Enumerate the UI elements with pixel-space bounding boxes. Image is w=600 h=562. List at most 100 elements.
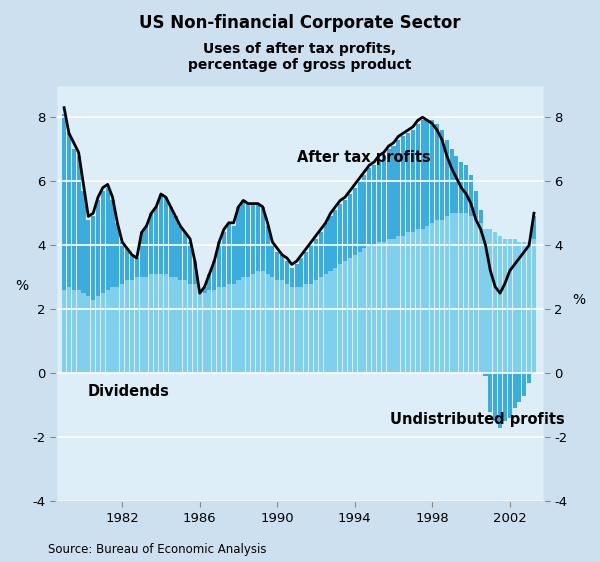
Bar xyxy=(251,274,255,373)
Text: US Non-financial Corporate Sector: US Non-financial Corporate Sector xyxy=(139,14,461,32)
Bar xyxy=(280,280,284,373)
Bar xyxy=(343,201,347,261)
Bar xyxy=(377,242,381,373)
Text: Undistributed profits: Undistributed profits xyxy=(389,413,565,427)
Bar xyxy=(319,277,323,373)
Bar xyxy=(260,271,265,373)
Bar xyxy=(212,261,216,290)
Bar xyxy=(159,194,163,274)
Bar xyxy=(256,203,260,271)
Bar xyxy=(484,373,488,377)
Bar xyxy=(290,268,294,287)
Bar xyxy=(193,261,197,284)
Bar xyxy=(440,220,444,373)
Bar xyxy=(169,277,173,373)
Bar xyxy=(285,284,289,373)
Bar xyxy=(474,220,478,373)
Bar xyxy=(386,149,391,239)
Bar xyxy=(232,226,236,284)
Bar xyxy=(241,277,245,373)
Bar xyxy=(459,213,463,373)
Bar xyxy=(96,296,100,373)
Bar xyxy=(377,159,381,242)
Text: Dividends: Dividends xyxy=(88,383,169,398)
Bar xyxy=(338,264,342,373)
Bar xyxy=(391,239,395,373)
Bar xyxy=(188,242,192,284)
Bar xyxy=(266,274,269,373)
Bar xyxy=(82,191,86,293)
Bar xyxy=(503,373,507,421)
Bar xyxy=(173,216,178,277)
Bar xyxy=(406,233,410,373)
Bar xyxy=(449,213,454,373)
Bar xyxy=(304,252,308,284)
Bar xyxy=(309,245,313,284)
Bar xyxy=(217,242,221,287)
Bar xyxy=(106,290,110,373)
Bar xyxy=(416,229,420,373)
Bar xyxy=(232,284,236,373)
Bar xyxy=(464,165,468,213)
Bar xyxy=(522,242,526,373)
Bar xyxy=(290,287,294,373)
Bar xyxy=(391,146,395,239)
Bar xyxy=(135,277,139,373)
Bar xyxy=(314,280,318,373)
Bar xyxy=(430,223,434,373)
Bar xyxy=(454,156,458,213)
Bar xyxy=(493,233,497,373)
Bar xyxy=(498,373,502,428)
Bar xyxy=(266,226,269,274)
Bar xyxy=(159,274,163,373)
Bar xyxy=(241,201,245,277)
Bar xyxy=(130,280,134,373)
Bar xyxy=(275,252,279,280)
Bar xyxy=(445,139,449,216)
Bar xyxy=(120,284,124,373)
Bar xyxy=(532,216,536,239)
Bar xyxy=(411,130,415,233)
Bar xyxy=(421,120,425,229)
Bar xyxy=(435,220,439,373)
Bar xyxy=(193,284,197,373)
Text: Source: Bureau of Economic Analysis: Source: Bureau of Economic Analysis xyxy=(48,543,266,556)
Bar xyxy=(459,162,463,213)
Bar xyxy=(338,203,342,264)
Bar xyxy=(425,226,430,373)
Bar xyxy=(353,188,357,255)
Bar xyxy=(367,245,371,373)
Bar xyxy=(135,258,139,277)
Bar xyxy=(285,261,289,284)
Bar xyxy=(328,216,332,271)
Bar xyxy=(527,373,531,383)
Bar xyxy=(334,268,337,373)
Bar xyxy=(527,242,531,373)
Bar xyxy=(488,373,493,411)
Bar xyxy=(362,248,367,373)
Bar xyxy=(299,287,304,373)
Bar xyxy=(110,201,115,287)
Bar xyxy=(67,133,71,287)
Bar xyxy=(203,293,206,373)
Bar xyxy=(115,223,119,287)
Bar xyxy=(493,373,497,421)
Bar xyxy=(62,290,66,373)
Bar xyxy=(173,277,178,373)
Bar xyxy=(401,235,405,373)
Bar xyxy=(251,203,255,274)
Bar xyxy=(454,213,458,373)
Bar xyxy=(91,300,95,373)
Bar xyxy=(532,239,536,373)
Bar xyxy=(348,194,352,258)
Bar xyxy=(120,242,124,284)
Y-axis label: %: % xyxy=(15,279,28,293)
Bar xyxy=(464,213,468,373)
Bar xyxy=(183,280,187,373)
Bar xyxy=(227,223,231,284)
Bar xyxy=(411,233,415,373)
Bar xyxy=(508,373,512,418)
Bar xyxy=(304,284,308,373)
Bar xyxy=(367,169,371,245)
Bar xyxy=(67,287,71,373)
